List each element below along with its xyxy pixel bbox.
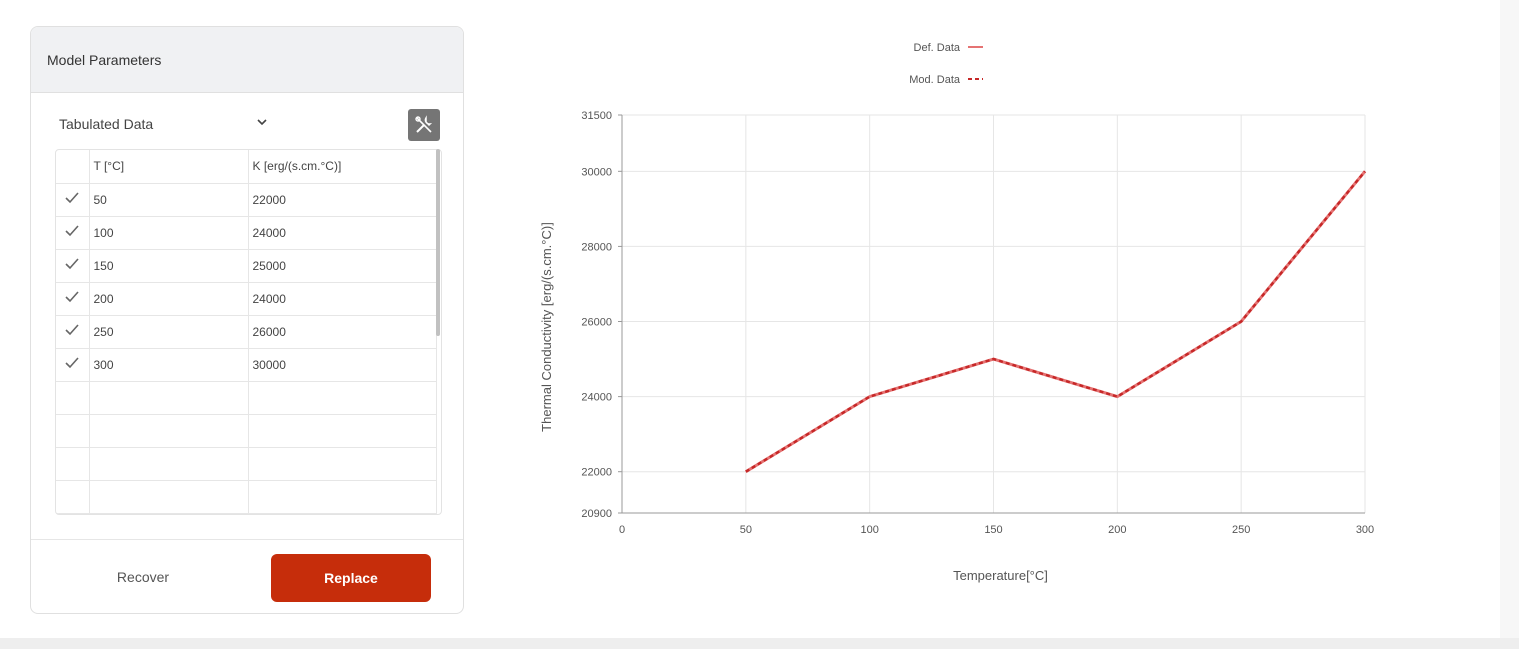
- temperature-cell[interactable]: [89, 381, 249, 415]
- temperature-cell[interactable]: [89, 414, 249, 448]
- check-icon: [65, 225, 79, 237]
- chart-svg: 0 50 100 150 200 250 300 20900 22000 24000 26000 28…: [539, 42, 1374, 583]
- select-column-header: [56, 150, 90, 184]
- x-tick-label: 250: [1232, 524, 1250, 536]
- chevron-down-icon: [257, 119, 267, 126]
- conductivity-cell[interactable]: 24000: [248, 282, 437, 316]
- temperature-cell[interactable]: 300: [89, 348, 249, 382]
- tools-button[interactable]: [408, 109, 440, 141]
- table-row[interactable]: 200 24000: [56, 282, 437, 316]
- table-row[interactable]: 100 24000: [56, 216, 437, 250]
- panel-title: Model Parameters: [31, 27, 463, 93]
- conductivity-cell[interactable]: 26000: [248, 315, 437, 349]
- conductivity-cell[interactable]: [248, 381, 437, 415]
- row-checkbox[interactable]: [56, 348, 90, 382]
- check-icon: [65, 324, 79, 336]
- temperature-cell[interactable]: [89, 480, 249, 514]
- conductivity-cell[interactable]: 30000: [248, 348, 437, 382]
- table-row[interactable]: [56, 381, 437, 415]
- x-tick-label: 300: [1356, 524, 1374, 536]
- row-checkbox[interactable]: [56, 315, 90, 349]
- row-checkbox[interactable]: [56, 183, 90, 217]
- row-checkbox[interactable]: [56, 480, 90, 514]
- table-scrollbar[interactable]: [436, 149, 440, 336]
- data-source-select[interactable]: Tabulated Data: [55, 107, 450, 141]
- table-row[interactable]: 50 22000: [56, 183, 437, 217]
- x-tick-label: 150: [984, 524, 1002, 536]
- table-row[interactable]: [56, 480, 437, 514]
- temperature-cell[interactable]: 200: [89, 282, 249, 316]
- temperature-cell[interactable]: [89, 447, 249, 481]
- y-tick-label: 22000: [581, 467, 612, 479]
- legend-label: Def. Data: [914, 42, 961, 54]
- series-line-mod-data: [745, 170, 1366, 473]
- x-tick-label: 100: [860, 524, 878, 536]
- recover-button[interactable]: Recover: [116, 569, 170, 585]
- temperature-column-header: T [°C]: [89, 150, 249, 184]
- page-scrollbar-area: [1500, 0, 1519, 649]
- thermal-conductivity-chart: 0 50 100 150 200 250 300 20900 22000 24000 26000 28…: [520, 20, 1400, 600]
- x-axis-label: Temperature[°C]: [953, 568, 1048, 583]
- data-source-value: Tabulated Data: [59, 116, 154, 132]
- conductivity-cell[interactable]: 22000: [248, 183, 437, 217]
- table-header-row: T [°C] K [erg/(s.cm.°C)]: [56, 150, 437, 184]
- table-row[interactable]: 250 26000: [56, 315, 437, 349]
- tabulated-data-table: T [°C] K [erg/(s.cm.°C)] 50 22000 100 24000…: [55, 149, 442, 515]
- conductivity-column-header: K [erg/(s.cm.°C)]: [248, 150, 437, 184]
- x-tick-label: 200: [1108, 524, 1126, 536]
- y-tick-label: 20900: [581, 508, 612, 520]
- conductivity-cell[interactable]: [248, 414, 437, 448]
- y-tick-label: 24000: [581, 392, 612, 404]
- check-icon: [65, 192, 79, 204]
- row-checkbox[interactable]: [56, 216, 90, 250]
- y-tick-label: 31500: [581, 110, 612, 122]
- legend-label: Mod. Data: [909, 74, 961, 86]
- table-row[interactable]: [56, 447, 437, 481]
- check-icon: [65, 258, 79, 270]
- replace-button[interactable]: Replace: [271, 554, 431, 602]
- table-row[interactable]: 300 30000: [56, 348, 437, 382]
- x-tick-label: 0: [619, 524, 625, 536]
- conductivity-cell[interactable]: 24000: [248, 216, 437, 250]
- temperature-cell[interactable]: 100: [89, 216, 249, 250]
- y-tick-label: 26000: [581, 317, 612, 329]
- model-parameters-panel: Model Parameters Tabulated Data T [°C] K…: [30, 26, 464, 614]
- tools-icon: [415, 115, 433, 133]
- row-checkbox[interactable]: [56, 282, 90, 316]
- row-checkbox[interactable]: [56, 447, 90, 481]
- y-tick-label: 30000: [581, 166, 612, 178]
- row-checkbox[interactable]: [56, 414, 90, 448]
- bottom-bar: [0, 638, 1519, 649]
- row-checkbox[interactable]: [56, 249, 90, 283]
- y-axis-label: Thermal Conductivity [erg/(s.cm.°C)]: [539, 222, 554, 432]
- check-icon: [65, 357, 79, 369]
- table-row[interactable]: [56, 414, 437, 448]
- temperature-cell[interactable]: 150: [89, 249, 249, 283]
- table-row[interactable]: 150 25000: [56, 249, 437, 283]
- temperature-cell[interactable]: 50: [89, 183, 249, 217]
- conductivity-cell[interactable]: [248, 447, 437, 481]
- x-tick-label: 50: [740, 524, 752, 536]
- conductivity-cell[interactable]: [248, 480, 437, 514]
- row-checkbox[interactable]: [56, 381, 90, 415]
- conductivity-cell[interactable]: 25000: [248, 249, 437, 283]
- temperature-cell[interactable]: 250: [89, 315, 249, 349]
- panel-footer: Recover Replace: [31, 539, 463, 613]
- y-tick-label: 28000: [581, 241, 612, 253]
- check-icon: [65, 291, 79, 303]
